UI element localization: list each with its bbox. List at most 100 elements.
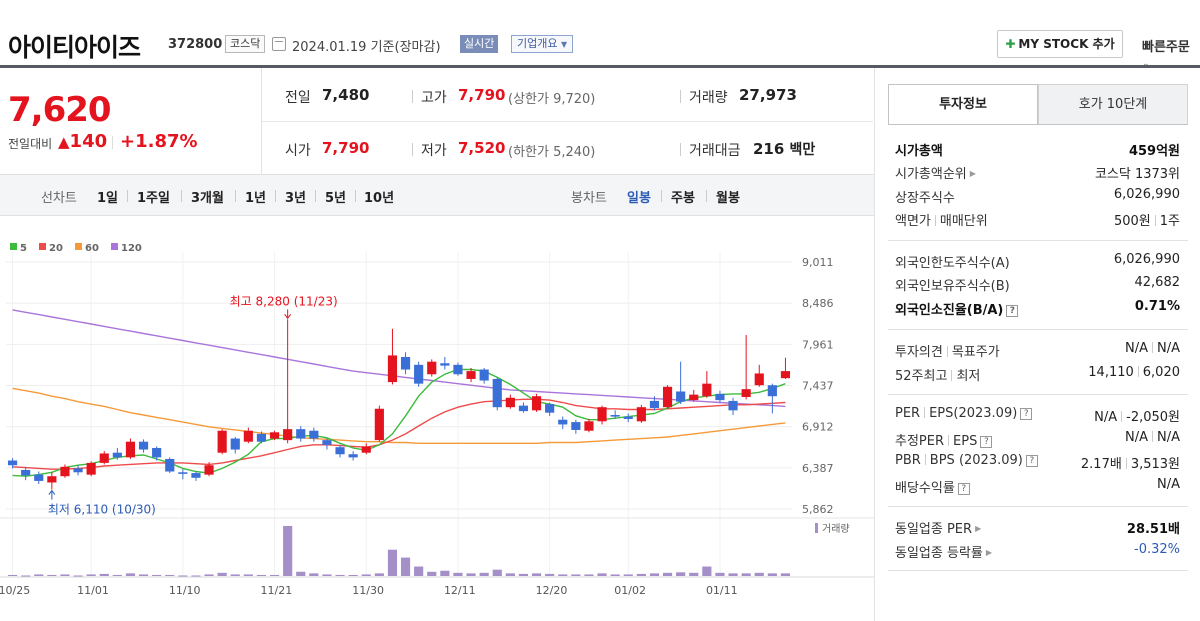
tab-order-book[interactable]: 호가 10단계 [1038, 84, 1188, 125]
candle-body [309, 430, 319, 439]
volume-bar [309, 573, 319, 576]
candle-weekly[interactable]: 주봉 [671, 191, 695, 206]
ma-line-60 [12, 387, 786, 444]
y-tick-label: 5,862 [802, 503, 834, 516]
volume-bar [492, 569, 502, 576]
par-value-label: 액면가 매매단위 [895, 214, 988, 229]
divider [127, 190, 128, 202]
period-3m[interactable]: 3개월 [191, 191, 224, 206]
period-1y[interactable]: 1년 [245, 191, 267, 206]
candle-body [531, 396, 542, 411]
chevron-down-icon: ▼ [560, 40, 568, 49]
market-cap-rank-value: 코스닥 1373위 [1094, 167, 1180, 182]
x-tick-label: 12/11 [444, 584, 476, 597]
period-10y[interactable]: 10년 [364, 191, 395, 206]
legend-swatch-120 [111, 243, 118, 250]
volume-bar [466, 573, 476, 576]
prev-close-value: 7,480 [322, 86, 370, 104]
legend-label-60: 60 [85, 243, 99, 254]
volume-bar [178, 575, 188, 577]
divider [680, 143, 681, 156]
industry-change-label[interactable]: 동일업종 등락률 ▶ [895, 546, 993, 561]
high-label: 고가 [421, 90, 447, 106]
divider [706, 190, 707, 202]
candle-body [269, 432, 280, 439]
volume-bar [479, 572, 489, 576]
candle-body [152, 447, 162, 458]
low-annotation: 최저 6,110 (10/30) [48, 503, 156, 517]
candle-daily[interactable]: 일봉 [627, 191, 651, 206]
candle-body [479, 369, 489, 381]
period-bar [0, 174, 874, 216]
help-icon[interactable]: ? [957, 483, 970, 495]
divider [412, 90, 413, 103]
period-5y[interactable]: 5년 [325, 191, 347, 206]
volume-bar [676, 572, 686, 576]
foreign-ratio-label: 외국인소진율(B/A)? [895, 299, 1019, 318]
candle-body [400, 356, 411, 370]
help-icon[interactable]: ? [1020, 408, 1033, 420]
candle-body [754, 373, 764, 386]
divider [680, 90, 681, 103]
volume-bar [505, 573, 515, 576]
y-tick-label: 6,387 [802, 462, 834, 475]
section-divider [888, 329, 1188, 330]
candle-body [780, 371, 791, 379]
x-tick-label: 01/02 [614, 584, 646, 597]
candle-monthly[interactable]: 월봉 [716, 191, 740, 206]
current-price: 7,620 [8, 90, 112, 130]
candle-body [453, 364, 463, 375]
volume-bar [361, 574, 371, 576]
volume-bar [400, 557, 411, 576]
volume-bar [335, 574, 345, 576]
tab-investment-info[interactable]: 투자정보 [888, 84, 1038, 125]
quick-order-button[interactable]: 빠른주문 ⌄ [1142, 40, 1190, 69]
volume-value: 27,973 [739, 86, 797, 104]
high-arrow-head [284, 314, 292, 320]
volume-bar [754, 572, 764, 576]
candle-chart-label: 봉차트 [571, 191, 607, 206]
legend-label-5: 5 [20, 243, 27, 254]
candle-body [217, 430, 227, 453]
market-badge: 코스닥 [225, 35, 266, 53]
tab-underline [888, 124, 1188, 125]
current-price-box [0, 68, 262, 174]
candle-body [545, 404, 555, 413]
volume-bar [662, 572, 673, 576]
company-info-dropdown[interactable]: 기업개요 ▼ [511, 35, 574, 53]
period-1w[interactable]: 1주일 [137, 191, 170, 206]
help-icon[interactable]: ? [1025, 455, 1038, 467]
period-3y[interactable]: 3년 [285, 191, 307, 206]
help-icon[interactable]: ? [980, 436, 993, 448]
period-1d[interactable]: 1일 [97, 191, 119, 206]
volume-bar [584, 574, 594, 576]
foreign-holding-label: 외국인보유주식수(B) [895, 279, 1010, 294]
volume-bar [518, 573, 529, 576]
candle-body [427, 361, 437, 375]
market-cap-rank-label[interactable]: 시가총액순위 ▶ [895, 167, 976, 182]
volume-bar [21, 575, 31, 577]
lower-limit: (하한가 5,240) [508, 145, 596, 160]
volume-bar [728, 573, 738, 576]
date-text: 2024.01.19 기준(장마감) [292, 40, 441, 55]
candle-body [296, 429, 306, 439]
help-icon[interactable]: ? [1006, 305, 1019, 317]
candle-body [125, 441, 136, 458]
candle-body [191, 473, 201, 478]
volume-bar [269, 574, 280, 576]
industry-per-value: 28.51배 [1126, 522, 1180, 537]
volume-bar [571, 574, 581, 576]
add-mystock-button[interactable]: ✚ MY STOCK 추가 [997, 30, 1123, 58]
section-divider [888, 570, 1188, 571]
open-value: 7,790 [322, 139, 370, 157]
industry-per-label[interactable]: 동일업종 PER ▶ [895, 522, 982, 537]
price-chart[interactable]: 5 20 60 120 9,011 8,486 7,961 7,437 6,912 6,387 5,… [0, 236, 874, 621]
legend-swatch-5 [10, 243, 17, 250]
per-eps-value: N/A -2,050원 [1094, 410, 1180, 425]
y-tick-label: 7,961 [802, 338, 834, 351]
realtime-button[interactable]: 실시간 [460, 35, 499, 53]
volume-bar [283, 526, 293, 576]
section-divider [888, 506, 1188, 507]
x-tick-label: 11/10 [169, 584, 201, 597]
volume-bar [230, 574, 240, 576]
